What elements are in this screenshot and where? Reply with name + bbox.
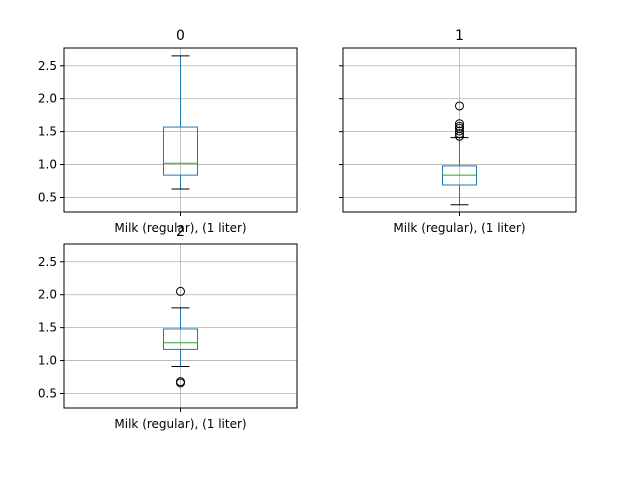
y-tick-label-2-2: 1.5	[38, 321, 57, 335]
y-tick-label-2-3: 2.0	[38, 288, 57, 302]
iqr-box-2	[163, 328, 198, 350]
y-tick-label-0-4: 2.5	[38, 59, 57, 73]
iqr-box-0	[163, 126, 198, 176]
subplot-0: 0.5 1.0 1.5 2.0 2.5 0 Milk (regular), (1 lit…	[38, 28, 298, 235]
outlier-point-1-4	[455, 121, 464, 131]
outlier-point-2-1	[176, 377, 185, 387]
outlier-point-2-2	[176, 286, 185, 296]
y-tick-label-2-4: 2.5	[38, 255, 57, 269]
y-tick-label-0-2: 1.5	[38, 125, 57, 139]
y-tick-label-2-0: 0.5	[38, 387, 57, 401]
y-tick-label-0-0: 0.5	[38, 191, 57, 205]
x-category-label-2: Milk (regular), (1 liter)	[114, 417, 246, 431]
outlier-point-1-1	[455, 129, 464, 139]
x-category-label-1: Milk (regular), (1 liter)	[393, 221, 525, 235]
outlier-point-1-5	[455, 119, 464, 129]
outlier-point-1-2	[455, 126, 464, 136]
outlier-point-1-6	[455, 101, 464, 111]
plot-layer-0: 0.5 1.0 1.5 2.0 2.5	[38, 47, 298, 216]
plot-layer-2: 0.5 1.0 1.5 2.0 2.5	[38, 243, 298, 412]
subplot-title-1: 1	[455, 28, 464, 44]
plot-layer-1	[339, 47, 577, 216]
y-tick-label-0-3: 2.0	[38, 92, 57, 106]
subplot-1: 1 Milk (regular), (1 liter)	[339, 28, 577, 235]
y-tick-label-2-1: 1.0	[38, 354, 57, 368]
x-category-label-0: Milk (regular), (1 liter)	[114, 221, 246, 235]
subplot-title-2: 2	[176, 224, 185, 240]
subplot-2: 0.5 1.0 1.5 2.0 2.5 2 Milk (regular), (1 lit…	[38, 224, 298, 431]
subplot-title-0: 0	[176, 28, 185, 44]
y-tick-label-0-1: 1.0	[38, 158, 57, 172]
